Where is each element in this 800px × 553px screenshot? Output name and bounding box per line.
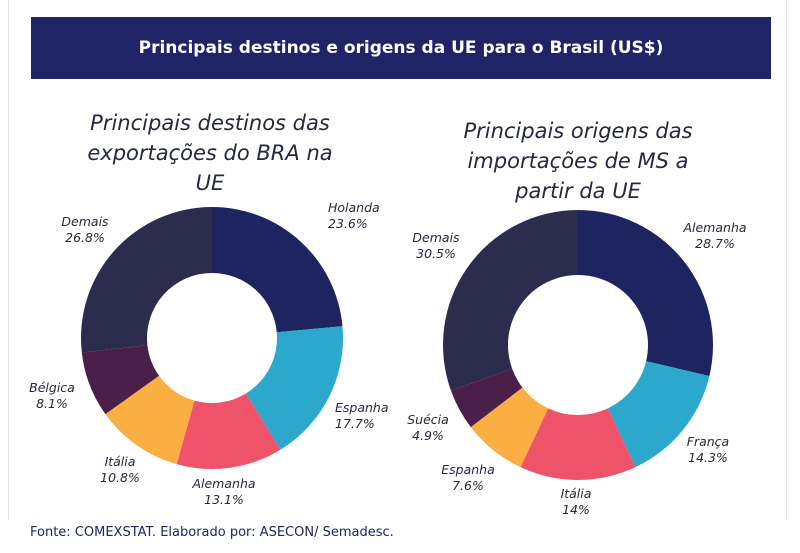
chart-title-imports: Principais origens das importações de MS…	[463, 119, 693, 203]
slice-label-espanha: Espanha 7.6%	[441, 462, 495, 493]
slice-suécia	[450, 368, 523, 428]
frame-border-left	[8, 0, 9, 520]
slice-itália	[105, 375, 195, 465]
slice-label-frança: França 14.3%	[687, 434, 729, 465]
slice-label-alemanha: Alemanha 28.7%	[682, 220, 746, 251]
slice-alemanha	[578, 209, 713, 377]
slice-espanha	[470, 387, 549, 468]
chart-title-exports: Principais destinos das exportações do B…	[87, 111, 333, 195]
donut-exports: Holanda 23.6% Espanha 17.7% Alemanha 13.1% Itá…	[29, 200, 388, 507]
slice-label-demais: Demais 26.8%	[61, 214, 109, 245]
slice-label-demais: Demais 30.5%	[412, 230, 460, 261]
slice-itália	[520, 408, 636, 480]
slice-label-suécia: Suécia 4.9%	[407, 412, 449, 443]
slice-frança	[607, 361, 710, 468]
slice-demais	[81, 207, 212, 353]
slice-label-bélgica: Bélgica 8.1%	[29, 380, 75, 411]
slice-label-espanha: Espanha 17.7%	[335, 400, 389, 431]
slice-label-itália: Itália 10.8%	[100, 454, 140, 485]
slice-label-alemanha: Alemanha 13.1%	[191, 476, 255, 507]
slice-demais	[443, 210, 578, 391]
slice-espanha	[245, 326, 343, 450]
slice-alemanha	[176, 393, 281, 469]
slice-label-itália: Itália 14%	[561, 486, 592, 517]
slice-holanda	[212, 207, 343, 333]
header-title: Principais destinos e origens da UE para…	[138, 38, 664, 58]
slice-label-holanda: Holanda 23.6%	[328, 200, 380, 231]
frame-border-right	[786, 0, 787, 520]
slice-bélgica	[81, 345, 160, 415]
source-note: Fonte: COMEXSTAT. Elaborado por: ASECON/…	[30, 525, 394, 540]
donut-imports: Alemanha 28.7% França 14.3% Itália 14% Espanha…	[407, 209, 747, 517]
header-banner: Principais destinos e origens da UE para…	[31, 17, 771, 79]
